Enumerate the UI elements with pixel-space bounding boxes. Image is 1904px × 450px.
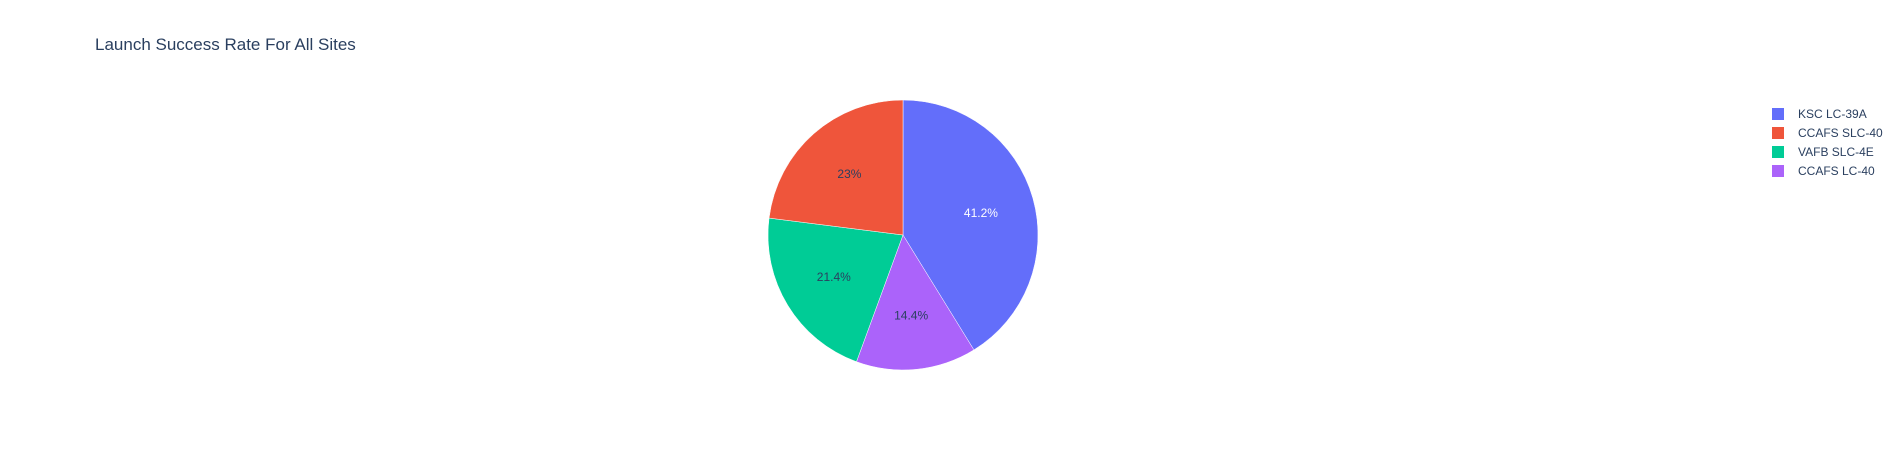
legend-swatch-ksc-lc-39a [1772, 108, 1784, 120]
pie-slice-vafb-slc-4e[interactable] [767, 217, 904, 363]
legend-item-vafb-slc-4e[interactable]: VAFB SLC-4E [1772, 145, 1874, 159]
slice-label-vafb-slc-4e: 21.4% [817, 270, 851, 284]
legend-label-ksc-lc-39a: KSC LC-39A [1798, 107, 1867, 121]
pie-slice-ccafs-slc-40[interactable] [768, 99, 904, 236]
chart-title: Launch Success Rate For All Sites [95, 35, 356, 54]
pie-slice-ccafs-lc-40[interactable] [856, 234, 975, 371]
slice-label-ksc-lc-39a: 41.2% [964, 206, 998, 220]
legend-label-ccafs-lc-40: CCAFS LC-40 [1798, 164, 1875, 178]
legend-swatch-ccafs-lc-40 [1772, 165, 1784, 177]
pie-slices [767, 99, 1039, 371]
legend-swatch-vafb-slc-4e [1772, 146, 1784, 158]
slice-label-ccafs-slc-40: 23% [837, 167, 861, 181]
legend-item-ccafs-slc-40[interactable]: CCAFS SLC-40 [1772, 126, 1883, 140]
legend: KSC LC-39A CCAFS SLC-40 VAFB SLC-4E CCAFS L… [1772, 107, 1883, 178]
pie-slice-labels: 41.2% 14.4% 21.4% 23% [817, 167, 998, 322]
legend-label-ccafs-slc-40: CCAFS SLC-40 [1798, 126, 1883, 140]
legend-label-vafb-slc-4e: VAFB SLC-4E [1798, 145, 1874, 159]
legend-item-ccafs-lc-40[interactable]: CCAFS LC-40 [1772, 164, 1875, 178]
pie-slice-ksc-lc-39a[interactable] [902, 99, 1039, 351]
legend-item-ksc-lc-39a[interactable]: KSC LC-39A [1772, 107, 1867, 121]
slice-label-ccafs-lc-40: 14.4% [894, 309, 928, 323]
legend-swatch-ccafs-slc-40 [1772, 127, 1784, 139]
